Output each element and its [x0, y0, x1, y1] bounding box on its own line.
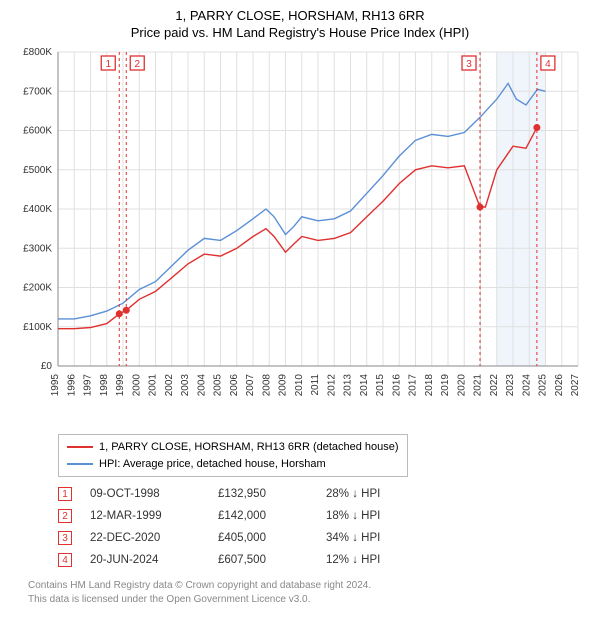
svg-text:3: 3 [466, 59, 472, 70]
table-row: 2 12-MAR-1999 £142,000 18% ↓ HPI [58, 505, 588, 527]
footer-line1: Contains HM Land Registry data © Crown c… [28, 579, 588, 593]
svg-text:£300K: £300K [23, 243, 52, 254]
row-marker: 1 [58, 487, 72, 501]
svg-text:£400K: £400K [23, 204, 52, 215]
svg-text:1997: 1997 [83, 374, 94, 397]
svg-text:£0: £0 [41, 361, 53, 372]
row-marker: 4 [58, 553, 72, 567]
row-price: £132,950 [218, 488, 308, 500]
row-delta: 18% ↓ HPI [326, 510, 416, 522]
legend-item: 1, PARRY CLOSE, HORSHAM, RH13 6RR (detac… [67, 439, 399, 456]
legend-swatch [67, 463, 93, 465]
row-marker: 3 [58, 531, 72, 545]
svg-text:2007: 2007 [245, 374, 256, 397]
chart: £0 £100K £200K £300K £400K £500K £600K £700K £80… [12, 46, 588, 426]
svg-text:2016: 2016 [391, 374, 402, 397]
svg-text:2003: 2003 [180, 374, 191, 397]
svg-text:2019: 2019 [440, 374, 451, 397]
row-delta: 34% ↓ HPI [326, 532, 416, 544]
svg-text:2015: 2015 [375, 374, 386, 397]
svg-text:2020: 2020 [456, 374, 467, 397]
svg-text:2027: 2027 [570, 374, 581, 397]
svg-text:2011: 2011 [310, 374, 321, 396]
row-price: £142,000 [218, 510, 308, 522]
title-subtitle: Price paid vs. HM Land Registry's House … [12, 25, 588, 40]
row-date: 20-JUN-2024 [90, 554, 200, 566]
svg-text:2024: 2024 [521, 374, 532, 397]
svg-text:£500K: £500K [23, 165, 52, 176]
svg-text:2009: 2009 [278, 374, 289, 397]
legend-item: HPI: Average price, detached house, Hors… [67, 456, 399, 473]
footer-line2: This data is licensed under the Open Gov… [28, 593, 588, 607]
legend-label: HPI: Average price, detached house, Hors… [99, 456, 326, 473]
svg-text:1999: 1999 [115, 374, 126, 397]
svg-text:1998: 1998 [99, 374, 110, 397]
svg-text:2001: 2001 [148, 374, 159, 397]
transactions-table: 1 09-OCT-1998 £132,950 28% ↓ HPI 2 12-MA… [58, 483, 588, 571]
svg-text:2006: 2006 [229, 374, 240, 397]
row-date: 09-OCT-1998 [90, 488, 200, 500]
svg-text:2013: 2013 [343, 374, 354, 397]
row-date: 12-MAR-1999 [90, 510, 200, 522]
svg-text:1: 1 [105, 59, 111, 70]
svg-text:2012: 2012 [326, 374, 337, 397]
svg-text:1996: 1996 [66, 374, 77, 397]
svg-text:2014: 2014 [359, 374, 370, 397]
svg-text:1995: 1995 [50, 374, 61, 397]
table-row: 3 22-DEC-2020 £405,000 34% ↓ HPI [58, 527, 588, 549]
svg-text:2022: 2022 [489, 374, 500, 397]
svg-text:£600K: £600K [23, 126, 52, 137]
svg-text:2025: 2025 [538, 374, 549, 397]
svg-text:2017: 2017 [408, 374, 419, 397]
row-date: 22-DEC-2020 [90, 532, 200, 544]
title-address: 1, PARRY CLOSE, HORSHAM, RH13 6RR [12, 8, 588, 23]
chart-container: 1, PARRY CLOSE, HORSHAM, RH13 6RR Price … [0, 0, 600, 614]
svg-text:2004: 2004 [196, 374, 207, 397]
svg-text:£200K: £200K [23, 283, 52, 294]
legend-label: 1, PARRY CLOSE, HORSHAM, RH13 6RR (detac… [99, 439, 399, 456]
svg-text:£700K: £700K [23, 86, 52, 97]
svg-text:2010: 2010 [294, 374, 305, 397]
svg-text:£100K: £100K [23, 322, 52, 333]
row-price: £607,500 [218, 554, 308, 566]
row-marker: 2 [58, 509, 72, 523]
svg-text:4: 4 [545, 59, 551, 70]
chart-svg: £0 £100K £200K £300K £400K £500K £600K £700K £80… [12, 46, 588, 426]
row-delta: 12% ↓ HPI [326, 554, 416, 566]
svg-text:2023: 2023 [505, 374, 516, 397]
svg-text:2000: 2000 [131, 374, 142, 397]
svg-text:2008: 2008 [261, 374, 272, 397]
svg-text:2026: 2026 [554, 374, 565, 397]
svg-text:2021: 2021 [473, 374, 484, 397]
legend: 1, PARRY CLOSE, HORSHAM, RH13 6RR (detac… [58, 434, 408, 477]
svg-text:2: 2 [134, 59, 140, 70]
table-row: 1 09-OCT-1998 £132,950 28% ↓ HPI [58, 483, 588, 505]
title-block: 1, PARRY CLOSE, HORSHAM, RH13 6RR Price … [12, 8, 588, 40]
footer: Contains HM Land Registry data © Crown c… [28, 579, 588, 606]
row-delta: 28% ↓ HPI [326, 488, 416, 500]
row-price: £405,000 [218, 532, 308, 544]
legend-swatch [67, 446, 93, 448]
svg-text:2018: 2018 [424, 374, 435, 397]
svg-text:£800K: £800K [23, 47, 52, 58]
svg-text:2005: 2005 [213, 374, 224, 397]
svg-text:2002: 2002 [164, 374, 175, 397]
table-row: 4 20-JUN-2024 £607,500 12% ↓ HPI [58, 549, 588, 571]
